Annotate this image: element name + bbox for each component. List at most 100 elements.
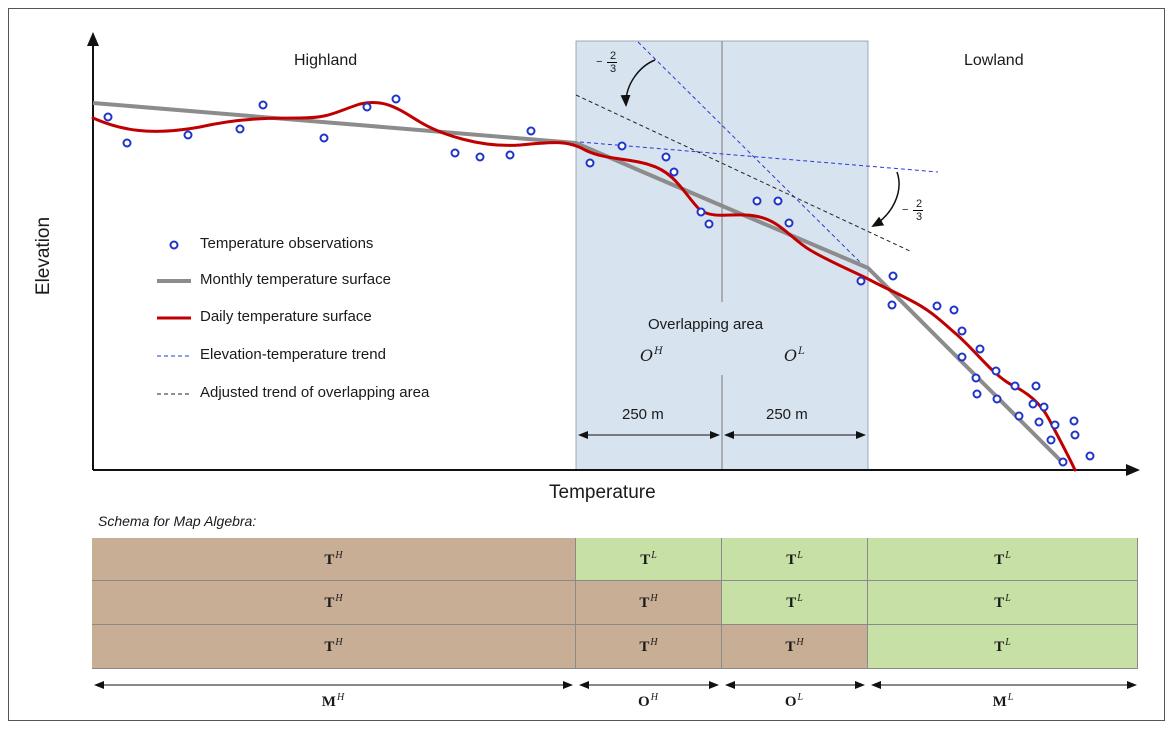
temperature-observations [103, 94, 1095, 467]
outer-border [8, 8, 1165, 721]
span-label-sup: H [650, 692, 658, 703]
observation-marker [183, 130, 193, 140]
schema-cell-sup: L [1005, 637, 1011, 648]
observation-marker [932, 301, 942, 311]
span-label-sup: L [797, 692, 804, 703]
schema-cell-label: TH [639, 593, 657, 612]
observation-marker [1058, 457, 1068, 467]
observation-marker [1069, 416, 1079, 426]
adjusted-trend-line [575, 94, 913, 253]
schema-cell-label: TL [994, 637, 1011, 656]
observation-marker [391, 94, 401, 104]
schema-cell-sup: L [797, 549, 803, 561]
span-label-base: M [992, 694, 1007, 710]
elevation-trend-line-lowland [637, 41, 871, 273]
legend-label-monthly: Monthly temperature surface [200, 271, 391, 288]
span-label-base: O [784, 694, 797, 710]
span-label-sup: H [336, 692, 345, 703]
span-label-base: M [321, 694, 336, 710]
span-label-base: O [638, 694, 650, 710]
schema-cell-base: T [324, 551, 335, 568]
schema-cell-base: T [994, 551, 1005, 568]
dist-label-left: 250 m [622, 406, 664, 423]
schema-cell-sup: L [651, 549, 657, 561]
span-label: OH [628, 692, 668, 711]
schema-cell-base: T [324, 639, 335, 655]
dist-label-right: 250 m [766, 406, 808, 423]
schema-cell-label: TL [640, 550, 657, 569]
observation-marker [752, 196, 762, 206]
observation-marker [971, 373, 981, 383]
o-high-label: OH [640, 346, 663, 365]
schema-cell-base: T [786, 551, 797, 568]
schema-cell-sup: H [335, 637, 343, 648]
schema-cell-sup: H [335, 549, 343, 561]
observation-marker [1039, 402, 1049, 412]
observation-marker [1085, 451, 1095, 461]
observation-marker [585, 158, 595, 168]
schema-grid: TH TL TL TL TH TH TL TL TH TH TH TL [92, 538, 1138, 669]
observation-marker [1010, 381, 1020, 391]
schema-cell-sup: H [650, 637, 658, 648]
schema-cell-sup: L [1005, 549, 1011, 561]
schema-cell-sup: L [797, 593, 803, 604]
observation-marker [992, 394, 1002, 404]
schema-cell-sup: H [796, 637, 804, 648]
legend-label-observations: Temperature observations [200, 235, 374, 252]
observation-marker [704, 219, 714, 229]
schema-cell: TL [868, 581, 1138, 625]
schema-cell: TH [576, 625, 722, 669]
observation-marker [949, 305, 959, 315]
observation-marker [957, 326, 967, 336]
schema-cell: TL [576, 538, 722, 581]
observation-marker [1046, 435, 1056, 445]
schema-cell-base: T [785, 639, 796, 655]
observation-marker [887, 300, 897, 310]
schema-cell-label: TH [324, 593, 342, 612]
schema-cell: TH [92, 625, 576, 669]
schema-cell-label: TL [994, 593, 1011, 612]
span-label: OL [774, 692, 814, 711]
observation-marker [103, 112, 113, 122]
schema-cell-sup: H [335, 593, 343, 604]
observation-marker [957, 352, 967, 362]
observation-marker [784, 218, 794, 228]
legend-label-daily: Daily temperature surface [200, 308, 372, 325]
observation-marker [991, 366, 1001, 376]
observation-marker [1014, 411, 1024, 421]
schema-title: Schema for Map Algebra: [98, 513, 257, 529]
schema-cell-sup: L [1005, 593, 1011, 604]
observation-marker [505, 150, 515, 160]
schema-cell-sup: H [650, 593, 658, 604]
observation-marker [1050, 420, 1060, 430]
schema-cell-label: TH [639, 637, 657, 656]
schema-cell: TL [868, 538, 1138, 581]
schema-cell-base: T [994, 595, 1005, 611]
schema-cell: TH [92, 581, 576, 625]
overlapping-area-label: Overlapping area [648, 316, 764, 333]
observation-marker [617, 141, 627, 151]
elevation-trend-line-highland [579, 141, 939, 173]
span-label: ML [983, 692, 1023, 711]
observation-marker [1031, 381, 1041, 391]
schema-cell-base: T [639, 595, 650, 611]
x-axis-title: Temperature [549, 482, 656, 503]
schema-cell-label: TH [324, 550, 342, 569]
observation-marker [669, 167, 679, 177]
observation-marker [773, 196, 783, 206]
observation-marker [972, 389, 982, 399]
schema-cell-label: TL [786, 593, 803, 612]
observation-marker [696, 207, 706, 217]
observation-marker [1034, 417, 1044, 427]
highland-label: Highland [294, 52, 358, 69]
observation-marker [888, 271, 898, 281]
schema-cell-base: T [640, 551, 651, 568]
observation-marker [450, 148, 460, 158]
y-axis-title: Elevation [33, 216, 54, 296]
schema-cell-label: TL [786, 550, 803, 569]
legend-label-adjusted: Adjusted trend of overlapping area [200, 384, 430, 401]
observation-marker [975, 344, 985, 354]
schema-cell-label: TH [785, 637, 803, 656]
observation-marker [258, 100, 268, 110]
span-label-sup: L [1007, 692, 1014, 703]
